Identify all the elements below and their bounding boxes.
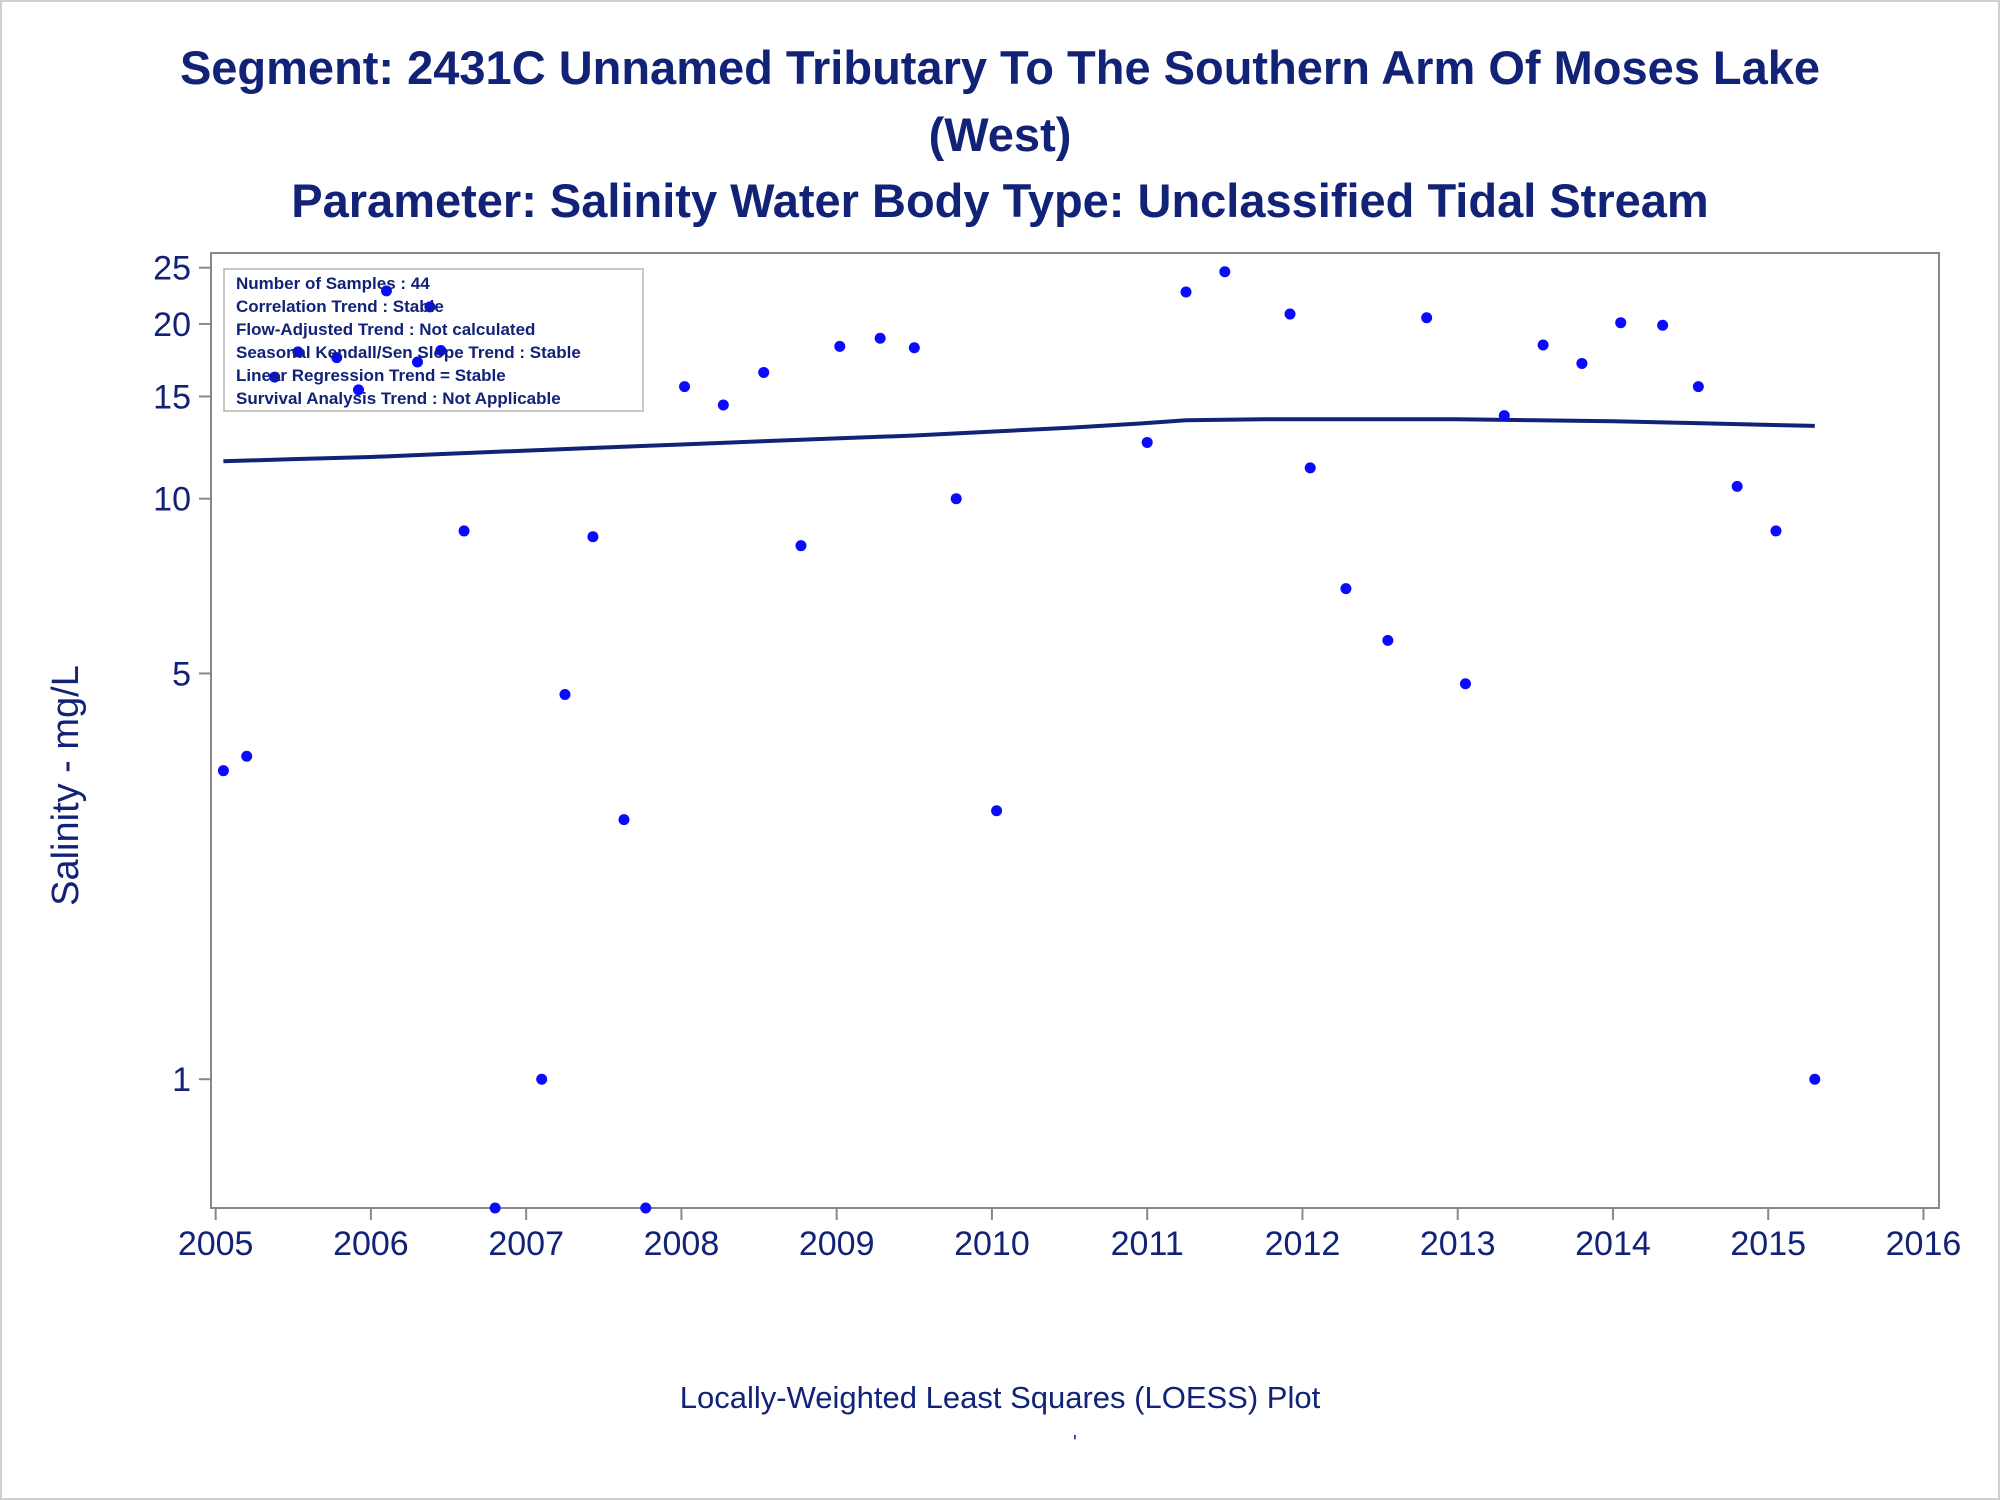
data-point [1537, 339, 1549, 351]
data-point [1459, 678, 1471, 690]
data-point [458, 525, 470, 537]
y-tick-label: 5 [172, 655, 191, 693]
data-point [679, 381, 691, 393]
x-tick-label: 2007 [488, 1225, 564, 1263]
data-point [1657, 319, 1669, 331]
data-point [352, 384, 364, 396]
data-point [435, 345, 447, 357]
data-point [424, 301, 436, 313]
plot-area [210, 252, 1940, 1209]
x-tick-label: 2013 [1420, 1225, 1496, 1263]
data-point [380, 285, 392, 297]
info-box-line: Number of Samples : 44 [236, 274, 430, 293]
data-point [269, 371, 281, 383]
info-box-line: Seasonal Kendall/Sen Slope Trend : Stabl… [236, 343, 581, 362]
data-point [1180, 286, 1192, 298]
data-point [1615, 317, 1627, 329]
data-point [587, 531, 599, 543]
chart-footnote: Locally-Weighted Least Squares (LOESS) P… [679, 1380, 1321, 1415]
data-point [1731, 480, 1743, 492]
y-tick-label: 1 [172, 1061, 191, 1099]
x-tick-label: 2012 [1265, 1225, 1341, 1263]
data-point [489, 1202, 501, 1214]
data-point [991, 805, 1003, 817]
y-tick-label: 15 [153, 378, 191, 416]
x-tick-label: 2008 [644, 1225, 720, 1263]
data-point [1219, 266, 1231, 278]
data-point [717, 399, 729, 411]
x-tick-label: 2016 [1886, 1225, 1962, 1263]
data-point [950, 493, 962, 505]
data-point [1340, 583, 1352, 595]
data-point [1809, 1073, 1821, 1085]
info-box-line: Correlation Trend : Stable [236, 297, 444, 316]
data-point [1498, 410, 1510, 422]
data-point [331, 352, 343, 364]
data-point [908, 342, 920, 354]
data-point [1141, 436, 1153, 448]
footnote-mark: ' [1073, 1432, 1077, 1454]
data-point [640, 1202, 652, 1214]
data-point [874, 332, 886, 344]
data-point [834, 340, 846, 352]
y-tick-label: 20 [153, 306, 191, 344]
data-point [1576, 357, 1588, 369]
data-point [559, 688, 571, 700]
data-point [536, 1073, 548, 1085]
x-tick-label: 2006 [333, 1225, 409, 1263]
chart-title: Segment: 2431C Unnamed Tributary To The … [179, 41, 1821, 94]
data-point [618, 814, 630, 826]
info-box-line: Flow-Adjusted Trend : Not calculated [236, 320, 535, 339]
chart-title-continued: (West) [928, 108, 1072, 161]
data-point [1692, 381, 1704, 393]
data-point [1284, 308, 1296, 320]
info-box-line: Survival Analysis Trend : Not Applicable [236, 389, 561, 408]
y-tick-label: 25 [153, 250, 191, 288]
data-point [1770, 525, 1782, 537]
data-point [411, 356, 423, 368]
data-point [1382, 634, 1394, 646]
data-point [241, 750, 253, 762]
data-point [292, 346, 304, 358]
y-axis-label: Salinity - mg/L [45, 665, 87, 906]
x-tick-label: 2009 [799, 1225, 875, 1263]
info-box-line: Linear Regression Trend = Stable [236, 366, 506, 385]
x-tick-label: 2010 [954, 1225, 1030, 1263]
info-box [223, 268, 644, 412]
x-tick-label: 2005 [178, 1225, 254, 1263]
loess-line [223, 417, 1815, 464]
data-point [1304, 462, 1316, 474]
data-point [1421, 312, 1433, 324]
y-tick-label: 10 [153, 481, 191, 519]
data-point [217, 765, 229, 777]
data-point [758, 366, 770, 378]
x-tick-label: 2014 [1575, 1225, 1651, 1263]
x-tick-label: 2011 [1111, 1225, 1184, 1263]
x-tick-label: 2015 [1730, 1225, 1806, 1263]
data-point [795, 540, 807, 552]
chart-subtitle: Parameter: Salinity Water Body Type: Unc… [291, 174, 1709, 227]
